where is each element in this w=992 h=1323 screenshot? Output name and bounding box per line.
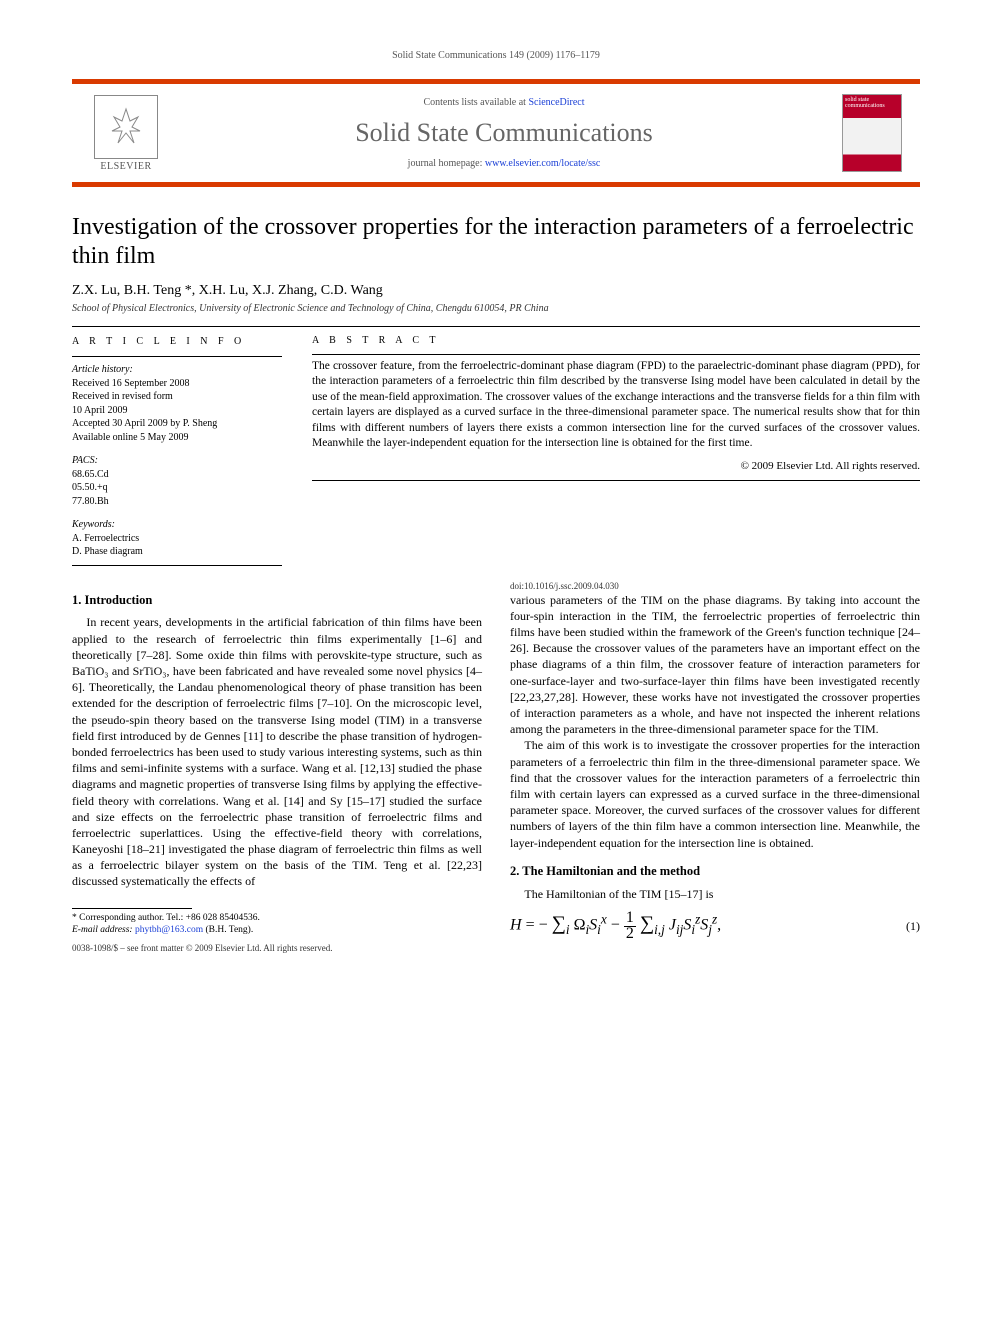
abstract-rule — [312, 354, 920, 355]
info-rule-bottom — [72, 565, 282, 566]
revised-line1: Received in revised form — [72, 390, 282, 404]
sciencedirect-link[interactable]: ScienceDirect — [528, 97, 584, 108]
para-4: The Hamiltonian of the TIM [15–17] is — [510, 886, 920, 902]
contents-line: Contents lists available at ScienceDirec… — [182, 97, 826, 108]
article-info: A R T I C L E I N F O Article history: R… — [72, 335, 282, 566]
pacs-label: PACS: — [72, 454, 282, 468]
journal-banner: ELSEVIER Contents lists available at Sci… — [72, 79, 920, 187]
pacs-2: 05.50.+q — [72, 481, 282, 495]
body-columns: 1. Introduction In recent years, develop… — [72, 580, 920, 955]
corr-email-line: E-mail address: phytbh@163.com (B.H. Ten… — [72, 925, 482, 937]
running-header: Solid State Communications 149 (2009) 11… — [72, 50, 920, 61]
info-heading: A R T I C L E I N F O — [72, 335, 282, 349]
email-tail: (B.H. Teng). — [203, 925, 253, 935]
home-pre: journal homepage: — [408, 158, 485, 169]
keywords-label: Keywords: — [72, 518, 282, 532]
footnote-rule — [72, 908, 192, 909]
corr-author: * Corresponding author. Tel.: +86 028 85… — [72, 913, 482, 925]
doi-line-2: doi:10.1016/j.ssc.2009.04.030 — [510, 580, 920, 592]
rule-top — [72, 326, 920, 327]
affiliation: School of Physical Electronics, Universi… — [72, 303, 920, 314]
journal-homepage: journal homepage: www.elsevier.com/locat… — [182, 158, 826, 169]
received-date: Received 16 September 2008 — [72, 377, 282, 391]
pacs-3: 77.80.Bh — [72, 495, 282, 509]
abstract-column: A B S T R A C T The crossover feature, f… — [312, 335, 920, 566]
article-title: Investigation of the crossover propertie… — [72, 213, 920, 271]
revised-line2: 10 April 2009 — [72, 404, 282, 418]
email-link[interactable]: phytbh@163.com — [135, 925, 203, 935]
online-date: Available online 5 May 2009 — [72, 431, 282, 445]
publisher-name: ELSEVIER — [100, 161, 151, 172]
author-list: Z.X. Lu, B.H. Teng *, X.H. Lu, X.J. Zhan… — [72, 283, 920, 299]
publisher-logo: ELSEVIER — [86, 95, 166, 172]
keyword-1: A. Ferroelectrics — [72, 532, 282, 546]
section-2-heading: 2. The Hamiltonian and the method — [510, 863, 920, 880]
pacs-1: 68.65.Cd — [72, 468, 282, 482]
equation-1: H = − ∑i ΩiSix − 12 ∑i,j JijSizSjz, (1) — [510, 910, 920, 942]
doi-line-1: 0038-1098/$ – see front matter © 2009 El… — [72, 942, 482, 954]
history-label: Article history: — [72, 363, 282, 377]
elsevier-tree-icon — [94, 95, 158, 159]
email-label: E-mail address: — [72, 925, 135, 935]
section-1-heading: 1. Introduction — [72, 592, 482, 609]
para-1: In recent years, developments in the art… — [72, 614, 482, 889]
cover-thumb-icon: solid state communications — [842, 94, 902, 172]
homepage-link[interactable]: www.elsevier.com/locate/ssc — [485, 158, 600, 169]
keyword-2: D. Phase diagram — [72, 545, 282, 559]
journal-cover: solid state communications — [842, 94, 906, 172]
abstract-rule-bottom — [312, 480, 920, 481]
para-3: The aim of this work is to investigate t… — [510, 737, 920, 850]
abstract-text: The crossover feature, from the ferroele… — [312, 359, 920, 452]
copyright-line: © 2009 Elsevier Ltd. All rights reserved… — [312, 460, 920, 472]
corresponding-footnote: * Corresponding author. Tel.: +86 028 85… — [72, 913, 482, 937]
info-rule — [72, 356, 282, 357]
contents-pre: Contents lists available at — [423, 97, 528, 108]
accepted-date: Accepted 30 April 2009 by P. Sheng — [72, 417, 282, 431]
equation-1-number: (1) — [906, 918, 920, 934]
abstract-heading: A B S T R A C T — [312, 335, 920, 346]
journal-title: Solid State Communications — [182, 118, 826, 148]
para-2: various parameters of the TIM on the pha… — [510, 592, 920, 738]
info-abstract-row: A R T I C L E I N F O Article history: R… — [72, 335, 920, 566]
equation-1-body: H = − ∑i ΩiSix − 12 ∑i,j JijSizSjz, — [510, 910, 721, 942]
